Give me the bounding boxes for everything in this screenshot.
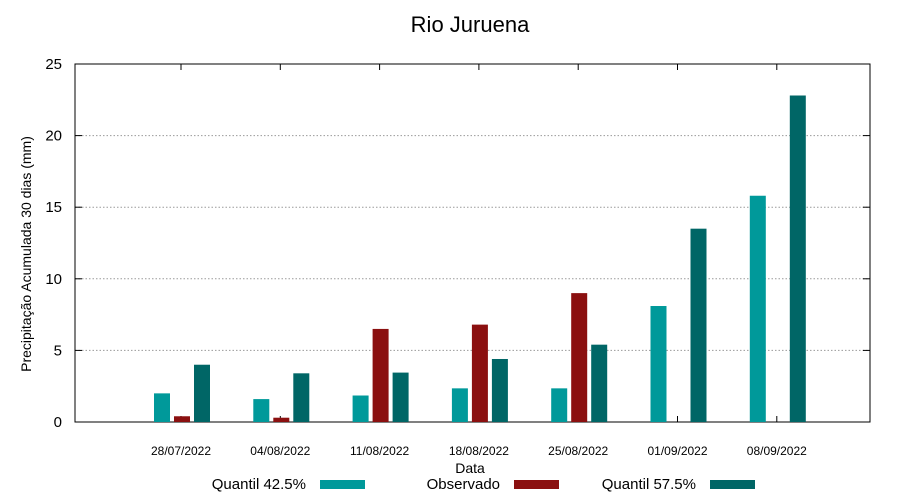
y-tick-label: 5 (54, 342, 62, 359)
x-tick-label: 01/09/2022 (647, 444, 707, 458)
bars (154, 95, 806, 422)
x-tick-label: 04/08/2022 (250, 444, 310, 458)
x-tick-label: 11/08/2022 (350, 444, 409, 458)
legend-label: Quantil 57.5% (602, 476, 696, 493)
bar-quantil-57-5- (690, 228, 707, 422)
bar-observado (571, 293, 588, 422)
bar-quantil-42-5- (451, 388, 468, 422)
bar-quantil-42-5- (551, 388, 568, 422)
x-tick-label: 08/09/2022 (747, 444, 807, 458)
grid-lines (75, 135, 870, 351)
y-tick-label: 20 (45, 128, 62, 145)
y-tick-label: 25 (45, 56, 62, 73)
y-tick-label: 15 (45, 199, 62, 216)
y-tick-label: 0 (54, 414, 62, 431)
y-axis-ticks: 0 5 10 15 20 25 (45, 56, 870, 431)
bar-quantil-42-5- (650, 306, 667, 422)
bar-observado (273, 417, 290, 422)
bar-quantil-57-5- (789, 95, 806, 422)
bar-quantil-42-5- (352, 395, 369, 422)
bar-quantil-57-5- (591, 344, 608, 422)
bar-quantil-42-5- (749, 195, 766, 422)
legend: Quantil 42.5% Observado Quantil 57.5% (212, 476, 755, 493)
x-tick-label: 18/08/2022 (449, 444, 509, 458)
bar-quantil-42-5- (154, 393, 170, 422)
x-tick-label: 28/07/2022 (151, 444, 211, 458)
legend-swatch (514, 480, 559, 489)
bar-observado (174, 416, 190, 422)
x-axis-label: Data (455, 460, 485, 476)
bar-quantil-57-5- (491, 358, 508, 422)
y-axis-label: Precipitação Acumulada 30 dias (mm) (18, 136, 34, 372)
legend-swatch (710, 480, 755, 489)
bar-quantil-57-5- (392, 372, 409, 422)
x-tick-label: 25/08/2022 (548, 444, 608, 458)
bar-quantil-42-5- (253, 399, 270, 422)
legend-label: Observado (427, 476, 500, 493)
chart-title: Rio Juruena (411, 12, 530, 37)
bar-quantil-57-5- (293, 373, 310, 422)
bar-quantil-57-5- (194, 364, 210, 422)
y-tick-label: 10 (45, 271, 62, 288)
legend-label: Quantil 42.5% (212, 476, 306, 493)
legend-swatch (320, 480, 365, 489)
bar-observado (372, 328, 389, 422)
bar-observado (471, 324, 488, 422)
